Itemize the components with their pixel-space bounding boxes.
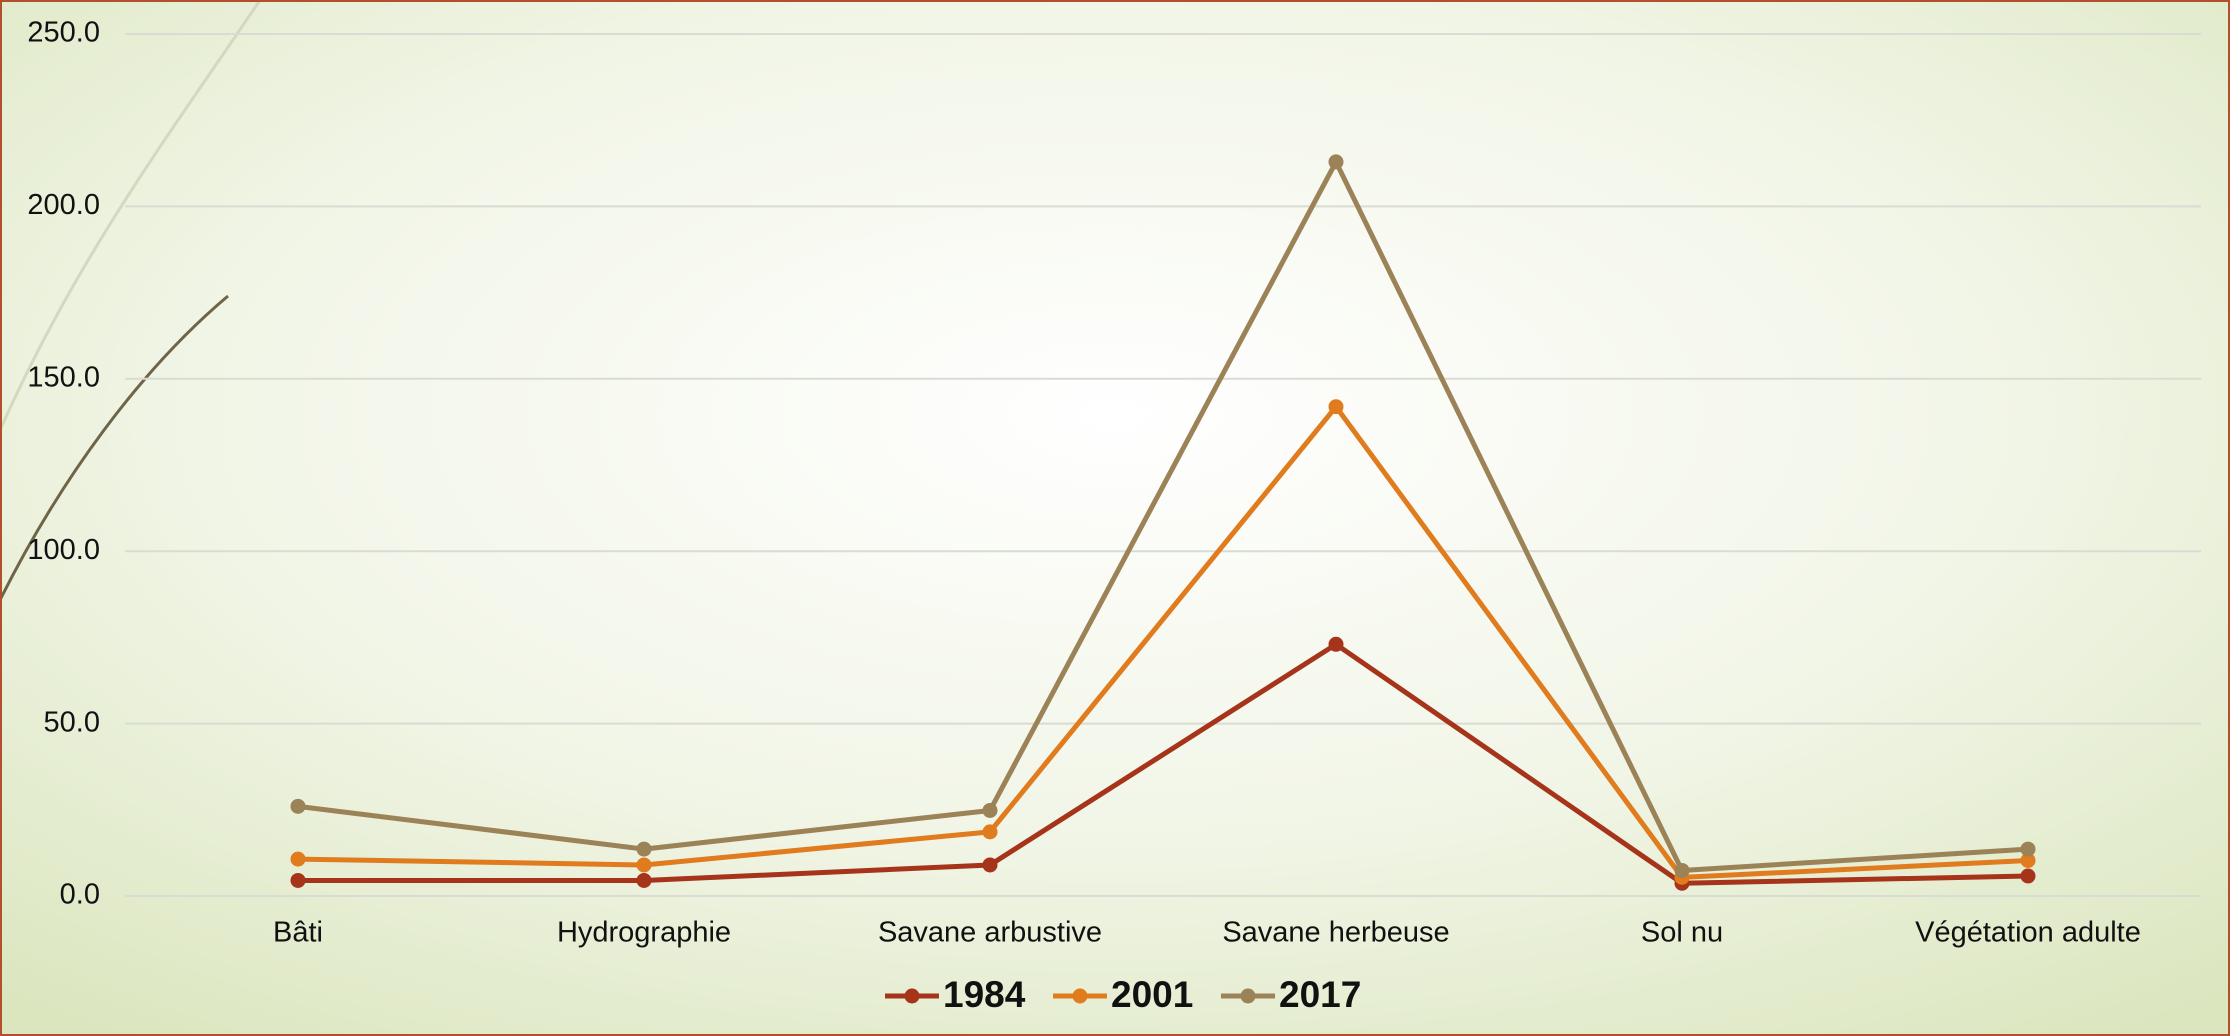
- data-point: [1328, 636, 1344, 652]
- data-point: [290, 798, 306, 814]
- y-tick-label: 100.0: [27, 534, 100, 566]
- data-point: [1674, 862, 1690, 878]
- data-point: [982, 824, 998, 840]
- y-tick-label: 250.0: [27, 17, 100, 49]
- series-line: [298, 641, 2029, 886]
- legend-marker: [1072, 988, 1088, 1004]
- y-tick-label: 200.0: [27, 189, 100, 221]
- series-line: [297, 404, 2029, 880]
- legend-label: 1984: [943, 974, 1026, 1015]
- data-point: [636, 857, 652, 873]
- decor-curve: [0, 0, 262, 431]
- x-tick-label: Savane herbeuse: [1222, 917, 1449, 949]
- data-point: [636, 872, 652, 888]
- data-point: [636, 841, 652, 857]
- legend-label: 2017: [1279, 974, 1361, 1015]
- data-point: [982, 857, 998, 873]
- data-point: [290, 851, 306, 867]
- data-point: [2020, 868, 2036, 884]
- x-tick-label: Savane arbustive: [878, 917, 1102, 949]
- data-point: [2020, 852, 2036, 868]
- series-line: [297, 159, 2029, 873]
- legend-marker: [904, 988, 920, 1004]
- x-tick-label: Bâti: [273, 917, 323, 949]
- x-tick-label: Végétation adulte: [1915, 917, 2141, 949]
- y-tick-label: 150.0: [27, 361, 100, 393]
- data-point: [290, 872, 306, 888]
- legend-marker: [1240, 988, 1256, 1004]
- decor-curve: [0, 294, 229, 601]
- y-tick-label: 0.0: [60, 879, 100, 911]
- y-tick-label: 50.0: [44, 706, 100, 738]
- data-point: [1328, 154, 1344, 170]
- x-tick-label: Sol nu: [1641, 917, 1723, 949]
- data-point: [2020, 841, 2036, 857]
- data-point: [1328, 399, 1344, 415]
- x-tick-label: Hydrographie: [557, 917, 731, 949]
- legend-label: 2001: [1111, 974, 1193, 1015]
- data-point: [982, 802, 998, 818]
